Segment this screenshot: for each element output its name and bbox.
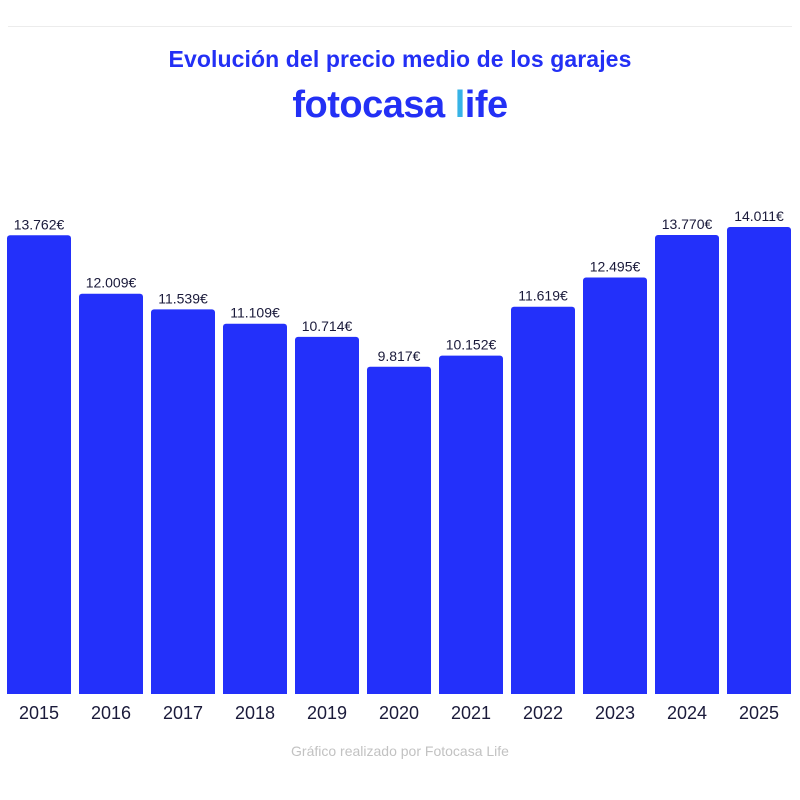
logo-text-l: l [454,84,466,126]
bar-value-label-2020: 9.817€ [378,348,421,364]
logo-text-main: fotocasa [292,84,455,126]
chart-title: Evolución del precio medio de los garaje… [168,46,632,72]
x-tick-label-2015: 2015 [19,703,59,723]
bar-group-2025: 14.011€ 2025 [727,208,791,723]
bar-value-label-2021: 10.152€ [446,337,497,353]
bar-group-2015: 13.762€ 2015 [7,216,71,723]
x-tick-label-2018: 2018 [235,703,275,723]
fotocasa-life-logo: fotocasa life [0,84,800,127]
bar-value-label-2022: 11.619€ [518,288,568,304]
bar-value-label-2015: 13.762€ [14,216,65,232]
bar-value-label-2017: 11.539€ [158,290,208,306]
bar-value-label-2018: 11.109€ [230,305,280,321]
bar-group-2022: 11.619€ 2022 [511,288,575,723]
bar-group-2016: 12.009€ 2016 [79,275,143,723]
x-tick-label-2019: 2019 [307,703,347,723]
bar-2025 [727,227,791,698]
bar-group-2019: 10.714€ 2019 [295,318,359,723]
bar-2015 [7,235,71,698]
bar-value-label-2024: 13.770€ [662,216,713,232]
bar-group-2023: 12.495€ 2023 [583,259,647,723]
footer-credit: Gráfico realizado por Fotocasa Life [291,743,509,759]
x-tick-label-2025: 2025 [739,703,779,723]
x-tick-label-2017: 2017 [163,703,203,723]
bar-group-2018: 11.109€ 2018 [223,305,287,723]
top-divider [8,26,792,27]
x-tick-label-2016: 2016 [91,703,131,723]
baseline-mask [0,694,800,699]
bar-value-label-2023: 12.495€ [590,259,641,275]
bar-value-label-2016: 12.009€ [86,275,137,291]
bar-value-label-2019: 10.714€ [302,318,353,334]
bar-group-2021: 10.152€ 2021 [439,337,503,723]
bar-2021 [439,355,503,698]
bar-2016 [79,293,143,698]
bar-group-2017: 11.539€ 2017 [151,290,215,723]
bar-2020 [367,366,431,698]
bar-group-2020: 9.817€ 2020 [367,348,431,723]
bar-group-2024: 13.770€ 2024 [655,216,719,723]
bar-2019 [295,336,359,698]
logo-text-rest: ife [464,84,508,126]
x-tick-label-2021: 2021 [451,703,491,723]
bar-2022 [511,306,575,698]
bar-2024 [655,235,719,698]
x-tick-label-2022: 2022 [523,703,563,723]
x-tick-label-2024: 2024 [667,703,707,723]
x-tick-label-2023: 2023 [595,703,635,723]
bar-2017 [151,309,215,698]
bar-2018 [223,323,287,698]
x-tick-label-2020: 2020 [379,703,419,723]
bar-2023 [583,277,647,698]
bar-value-label-2025: 14.011€ [734,208,784,224]
